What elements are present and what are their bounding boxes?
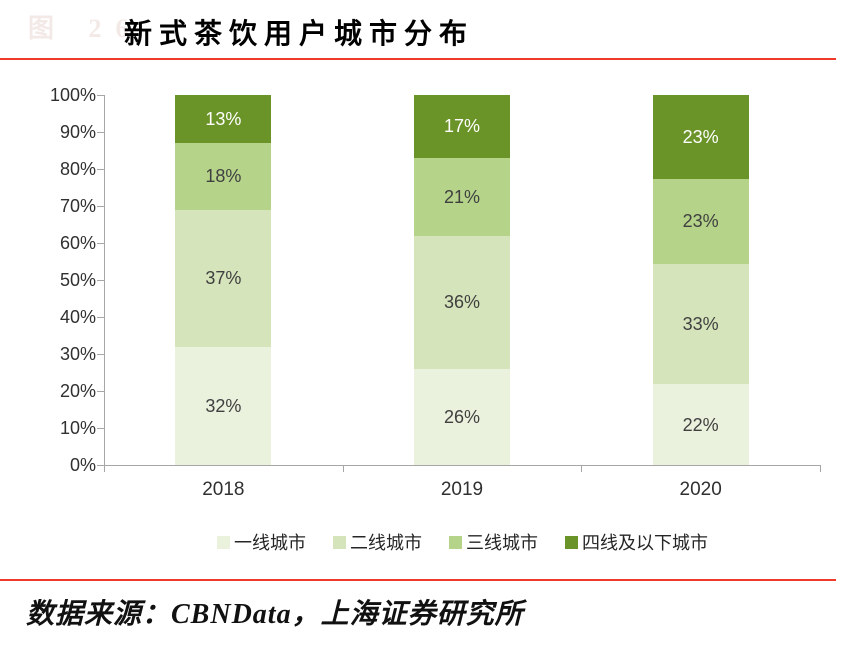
bar-segment-label: 37%: [205, 268, 242, 289]
legend-swatch: [449, 535, 462, 549]
legend-label: 四线及以下城市: [582, 533, 708, 553]
legend-swatch: [333, 535, 346, 549]
y-axis-tick-label: 90%: [59, 122, 96, 142]
x-axis-tick-label: 2019: [440, 479, 484, 500]
bar-segment-label: 13%: [205, 109, 242, 130]
legend-swatch: [565, 535, 578, 549]
y-axis-tick-label: 50%: [59, 270, 96, 290]
y-axis-tick: [97, 391, 104, 392]
legend-swatch: [217, 535, 230, 549]
y-axis-tick: [97, 206, 104, 207]
bar-segment: 13%: [175, 95, 272, 144]
bar-segment: 21%: [414, 157, 510, 236]
bar-segment: 17%: [414, 95, 510, 158]
bar-segment: 32%: [175, 346, 272, 465]
x-axis-tick: [820, 466, 821, 472]
legend-item: 三线城市: [449, 529, 538, 555]
y-axis-tick-label: 70%: [59, 196, 96, 216]
y-axis-tick-label: 40%: [59, 307, 96, 327]
y-axis-tick-label: 80%: [59, 159, 96, 179]
y-axis-tick: [97, 354, 104, 355]
y-axis-tick-label: 0%: [69, 455, 96, 475]
data-source-note: 数据来源：CBNData，上海证券研究所: [26, 599, 524, 630]
bar-segment-label: 36%: [443, 292, 481, 313]
bar-segment-label: 23%: [682, 127, 719, 148]
y-axis-tick: [97, 428, 104, 429]
y-axis-tick-label: 60%: [59, 233, 96, 253]
legend-label: 二线城市: [350, 533, 422, 553]
legend-item: 二线城市: [333, 529, 422, 555]
bar-segment: 37%: [175, 209, 272, 347]
bar-segment: 22%: [652, 384, 749, 465]
y-axis-tick-label: 30%: [59, 344, 96, 364]
chart-title: 新式茶饮用户城市分布: [124, 19, 475, 50]
y-axis-tick-label: 10%: [59, 418, 96, 438]
y-axis-tick-label: 100%: [49, 85, 96, 105]
x-axis-line: [104, 465, 821, 466]
bar-segment: 23%: [652, 179, 749, 264]
legend-label: 一线城市: [234, 533, 306, 553]
y-axis-tick: [97, 280, 104, 281]
y-axis-tick: [97, 169, 104, 170]
x-axis-tick-label: 2020: [679, 479, 722, 500]
x-axis-tick: [342, 466, 344, 472]
bar-segment-label: 23%: [682, 211, 719, 232]
bar-segment: 33%: [652, 263, 749, 385]
y-axis-tick: [97, 243, 104, 244]
top-divider-line: [0, 58, 836, 60]
y-axis-tick: [97, 317, 104, 318]
bar-segment: 23%: [652, 95, 749, 180]
legend-label: 三线城市: [466, 533, 538, 553]
bar-segment-label: 33%: [682, 313, 719, 334]
y-axis-tick: [97, 132, 104, 133]
bar-segment-label: 17%: [443, 116, 481, 137]
bar-segment-label: 18%: [205, 166, 242, 187]
bar-segment: 26%: [414, 368, 510, 465]
bar-segment: 18%: [175, 143, 272, 210]
bar-segment: 36%: [414, 235, 510, 369]
y-axis-tick: [97, 95, 104, 96]
figure-number-watermark: 图 26: [28, 14, 143, 43]
legend-item: 四线及以下城市: [565, 529, 708, 555]
x-axis-tick: [581, 466, 583, 472]
y-axis-tick: [97, 465, 104, 466]
y-axis-tick-label: 20%: [59, 381, 96, 401]
bottom-divider-line: [0, 579, 836, 581]
chart-legend: 一线城市 二线城市 三线城市 四线及以下城市: [104, 531, 821, 553]
x-axis-tick: [104, 466, 105, 472]
bar-segment-label: 32%: [205, 395, 242, 416]
x-axis-tick-label: 2018: [202, 479, 245, 500]
legend-item: 一线城市: [217, 529, 306, 555]
bar-segment-label: 22%: [682, 414, 719, 435]
y-axis-line: [104, 95, 105, 465]
bar-segment-label: 26%: [443, 406, 481, 427]
bar-segment-label: 21%: [443, 186, 481, 207]
